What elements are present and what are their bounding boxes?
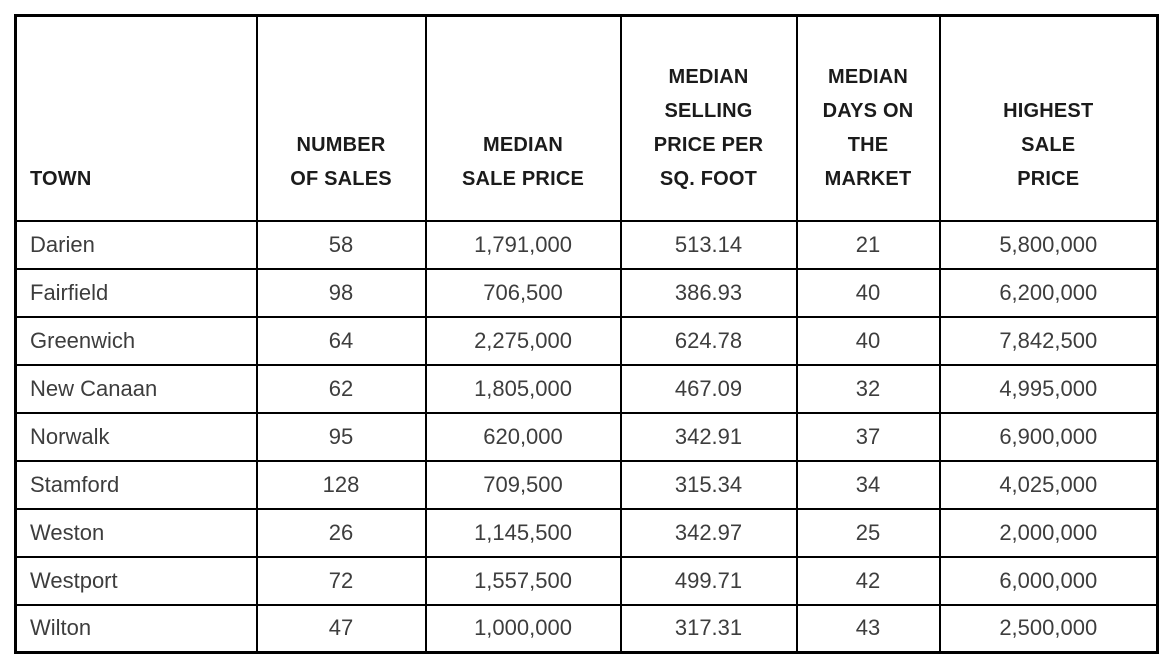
real-estate-stats-table-container: TOWN NUMBER OF SALES MEDIAN SALE PRICE M…: [14, 14, 1159, 654]
cell-price-per-sq-foot: 624.78: [619, 315, 798, 366]
cell-town: Wilton: [14, 603, 258, 654]
cell-median-sale-price: 706,500: [424, 267, 622, 318]
cell-median-sale-price: 1,145,500: [424, 507, 622, 558]
column-header-median-days-on-market: MEDIAN DAYS ON THE MARKET: [795, 14, 941, 222]
cell-median-sale-price: 2,275,000: [424, 315, 622, 366]
cell-price-per-sq-foot: 467.09: [619, 363, 798, 414]
cell-days-on-market: 21: [795, 219, 941, 270]
cell-days-on-market: 25: [795, 507, 941, 558]
cell-price-per-sq-foot: 317.31: [619, 603, 798, 654]
cell-town: Fairfield: [14, 267, 258, 318]
cell-highest-sale-price: 4,025,000: [938, 459, 1159, 510]
cell-days-on-market: 37: [795, 411, 941, 462]
table-row-norwalk: Norwalk 95 620,000 342.91 37 6,900,000: [14, 411, 1159, 462]
table-row-stamford: Stamford 128 709,500 315.34 34 4,025,000: [14, 459, 1159, 510]
cell-highest-sale-price: 6,900,000: [938, 411, 1159, 462]
cell-median-sale-price: 1,791,000: [424, 219, 622, 270]
cell-price-per-sq-foot: 513.14: [619, 219, 798, 270]
cell-median-sale-price: 1,000,000: [424, 603, 622, 654]
table-row-darien: Darien 58 1,791,000 513.14 21 5,800,000: [14, 219, 1159, 270]
cell-median-sale-price: 1,557,500: [424, 555, 622, 606]
cell-highest-sale-price: 2,000,000: [938, 507, 1159, 558]
cell-days-on-market: 34: [795, 459, 941, 510]
cell-town: Stamford: [14, 459, 258, 510]
cell-price-per-sq-foot: 342.97: [619, 507, 798, 558]
cell-number-of-sales: 72: [255, 555, 427, 606]
cell-price-per-sq-foot: 386.93: [619, 267, 798, 318]
cell-median-sale-price: 1,805,000: [424, 363, 622, 414]
cell-highest-sale-price: 6,000,000: [938, 555, 1159, 606]
town-sales-statistics-table: TOWN NUMBER OF SALES MEDIAN SALE PRICE M…: [14, 14, 1159, 654]
cell-town: New Canaan: [14, 363, 258, 414]
cell-town: Weston: [14, 507, 258, 558]
cell-median-sale-price: 709,500: [424, 459, 622, 510]
cell-highest-sale-price: 4,995,000: [938, 363, 1159, 414]
cell-number-of-sales: 98: [255, 267, 427, 318]
table-row-westport: Westport 72 1,557,500 499.71 42 6,000,00…: [14, 555, 1159, 606]
header-row: TOWN NUMBER OF SALES MEDIAN SALE PRICE M…: [14, 14, 1159, 222]
cell-number-of-sales: 58: [255, 219, 427, 270]
column-header-highest-sale-price: HIGHEST SALE PRICE: [938, 14, 1159, 222]
cell-number-of-sales: 95: [255, 411, 427, 462]
table-row-weston: Weston 26 1,145,500 342.97 25 2,000,000: [14, 507, 1159, 558]
cell-days-on-market: 40: [795, 315, 941, 366]
cell-highest-sale-price: 5,800,000: [938, 219, 1159, 270]
table-row-greenwich: Greenwich 64 2,275,000 624.78 40 7,842,5…: [14, 315, 1159, 366]
cell-town: Darien: [14, 219, 258, 270]
cell-number-of-sales: 128: [255, 459, 427, 510]
cell-days-on-market: 32: [795, 363, 941, 414]
column-header-town: TOWN: [14, 14, 258, 222]
column-header-median-sale-price: MEDIAN SALE PRICE: [424, 14, 622, 222]
cell-price-per-sq-foot: 315.34: [619, 459, 798, 510]
table-row-wilton: Wilton 47 1,000,000 317.31 43 2,500,000: [14, 603, 1159, 654]
column-header-median-selling-price-per-sq-foot: MEDIAN SELLING PRICE PER SQ. FOOT: [619, 14, 798, 222]
cell-town: Westport: [14, 555, 258, 606]
cell-price-per-sq-foot: 342.91: [619, 411, 798, 462]
cell-number-of-sales: 47: [255, 603, 427, 654]
cell-days-on-market: 43: [795, 603, 941, 654]
cell-number-of-sales: 26: [255, 507, 427, 558]
cell-number-of-sales: 62: [255, 363, 427, 414]
cell-price-per-sq-foot: 499.71: [619, 555, 798, 606]
cell-median-sale-price: 620,000: [424, 411, 622, 462]
cell-highest-sale-price: 7,842,500: [938, 315, 1159, 366]
table-row-new-canaan: New Canaan 62 1,805,000 467.09 32 4,995,…: [14, 363, 1159, 414]
column-header-number-of-sales: NUMBER OF SALES: [255, 14, 427, 222]
cell-town: Greenwich: [14, 315, 258, 366]
cell-days-on-market: 42: [795, 555, 941, 606]
cell-number-of-sales: 64: [255, 315, 427, 366]
cell-days-on-market: 40: [795, 267, 941, 318]
cell-highest-sale-price: 6,200,000: [938, 267, 1159, 318]
cell-highest-sale-price: 2,500,000: [938, 603, 1159, 654]
table-row-fairfield: Fairfield 98 706,500 386.93 40 6,200,000: [14, 267, 1159, 318]
cell-town: Norwalk: [14, 411, 258, 462]
